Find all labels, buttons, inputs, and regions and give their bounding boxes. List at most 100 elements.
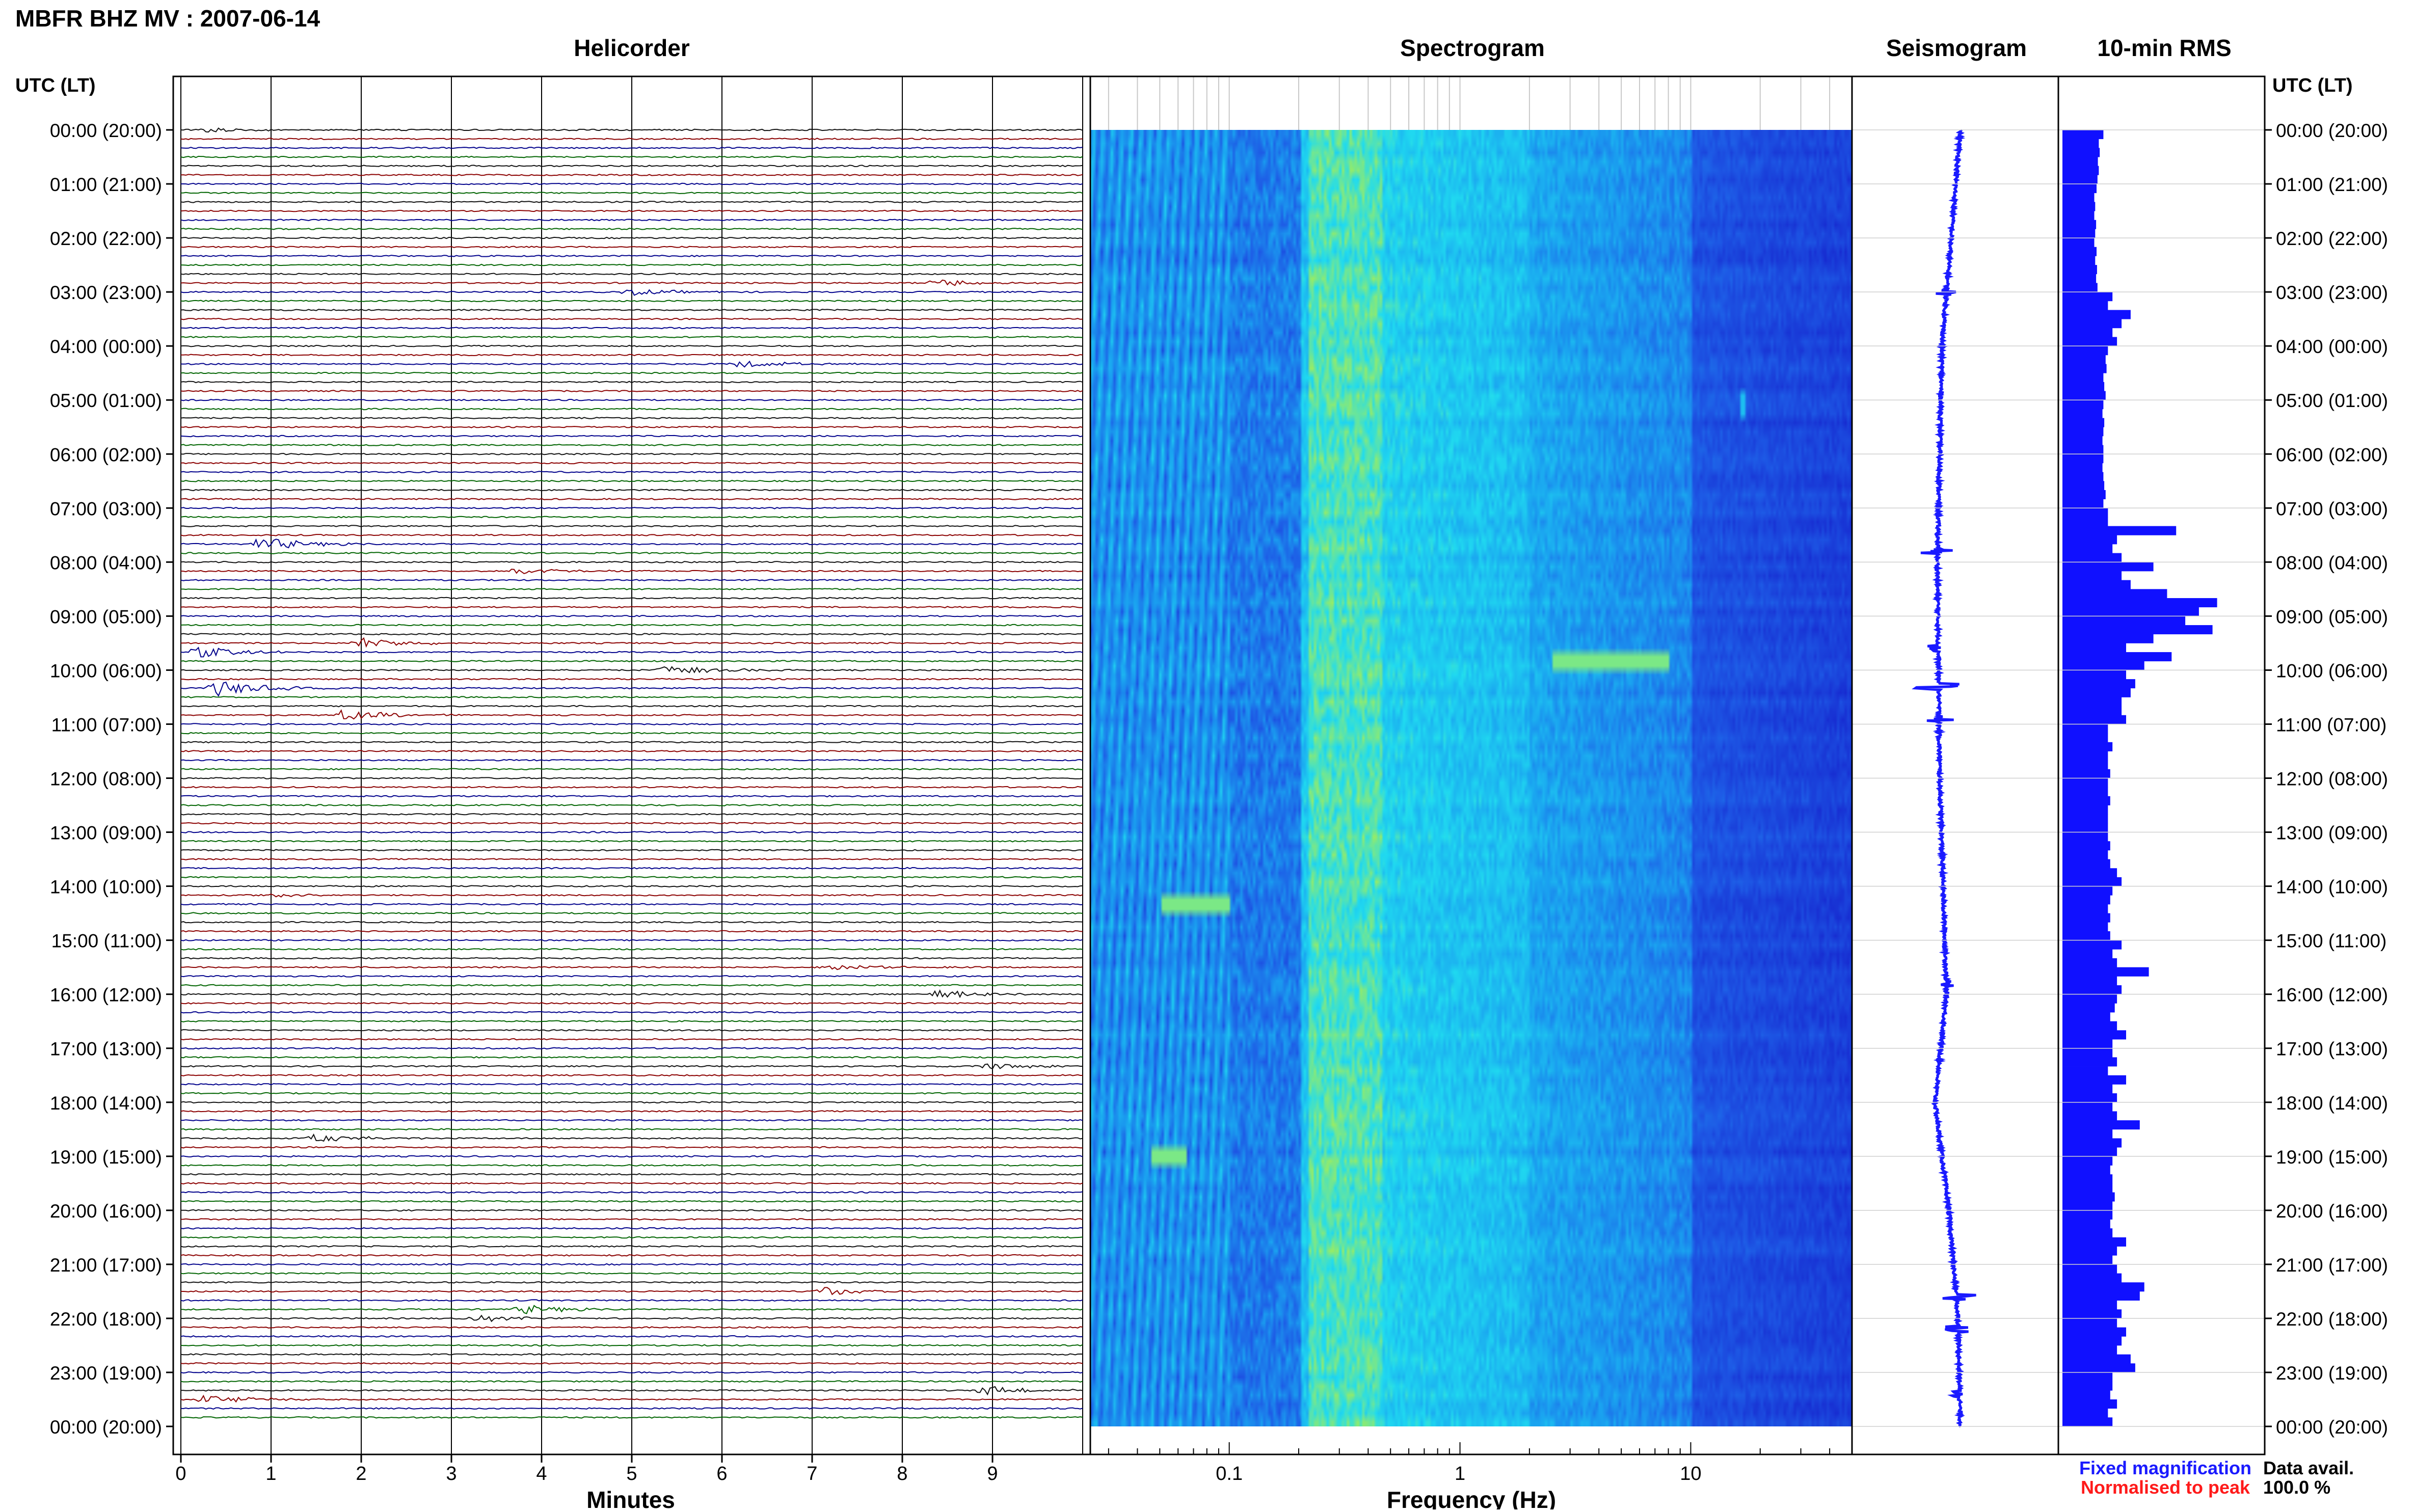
rms-bar	[2062, 589, 2167, 599]
helicorder-trace	[180, 1281, 1083, 1284]
helicorder-trace	[180, 894, 1083, 898]
rms-bar	[2062, 1309, 2122, 1319]
rms-bar	[2062, 373, 2104, 383]
left-hour-label: 21:00 (17:00)	[50, 1255, 162, 1276]
helicorder-trace	[180, 965, 1083, 970]
rms-bar	[2062, 814, 2108, 824]
rms-bar	[2062, 1264, 2117, 1274]
seismogram-panel	[1852, 129, 2058, 1427]
rms-bar	[2062, 1408, 2108, 1418]
helicorder-trace	[180, 696, 1083, 698]
left-hour-label: 12:00 (08:00)	[50, 769, 162, 790]
rms-bar	[2062, 1021, 2117, 1031]
rms-bar	[2062, 1237, 2126, 1247]
helicorder-trace	[180, 201, 1083, 203]
rms-bar	[2062, 904, 2108, 913]
helicorder-trace	[180, 174, 1083, 176]
helicorder-trace	[180, 354, 1083, 357]
rms-bar	[2062, 1048, 2113, 1058]
helicorder-trace	[180, 538, 1083, 549]
rms-bar	[2062, 481, 2105, 491]
helicorder-trace	[180, 560, 1083, 563]
helicorder-trace	[180, 228, 1083, 230]
rms-bar	[2062, 301, 2108, 310]
helicorder-trace	[180, 344, 1083, 347]
helicorder-trace	[180, 255, 1083, 257]
helicorder-trace	[180, 1074, 1083, 1077]
rms-bar	[2062, 760, 2108, 770]
rms-bar	[2062, 310, 2131, 319]
rms-bar	[2062, 886, 2113, 896]
helicorder-trace	[180, 138, 1083, 141]
left-hour-label: 05:00 (01:00)	[50, 390, 162, 411]
left-hour-label: 00:00 (20:00)	[50, 120, 162, 141]
rms-bar	[2062, 1147, 2117, 1157]
right-hour-label: 08:00 (04:00)	[2276, 552, 2388, 573]
rms-bar	[2062, 805, 2108, 815]
rms-bar	[2062, 877, 2122, 886]
helicorder-trace	[180, 146, 1083, 149]
rms-bar	[2062, 220, 2097, 229]
helicorder-x-tick-label: 8	[897, 1463, 907, 1484]
data-availability-value: 100.0 %	[2263, 1477, 2330, 1498]
seismogram-title: Seismogram	[1886, 35, 2027, 61]
rms-bar	[2062, 166, 2099, 175]
right-hour-label: 10:00 (06:00)	[2276, 660, 2388, 681]
rms-bar	[2062, 796, 2110, 805]
rms-bar	[2062, 607, 2199, 616]
rms-bar	[2062, 1390, 2110, 1400]
helicorder-trace	[180, 165, 1083, 168]
helicorder-trace	[180, 759, 1083, 762]
helicorder-trace	[180, 1218, 1083, 1221]
rms-bar	[2062, 967, 2149, 977]
helicorder-trace	[180, 1380, 1083, 1383]
page-title: MBFR BHZ MV : 2007-06-14	[15, 5, 320, 32]
rms-bar	[2062, 238, 2095, 248]
helicorder-trace	[180, 1011, 1083, 1014]
helicorder-trace	[180, 741, 1083, 744]
rms-bar	[2062, 1138, 2122, 1148]
rms-bar	[2062, 1075, 2126, 1085]
helicorder-trace	[180, 1254, 1083, 1257]
helicorder-trace	[181, 1047, 1083, 1050]
helicorder-trace	[180, 1344, 1083, 1347]
helicorder-x-tick-label: 7	[807, 1463, 817, 1484]
rms-bar	[2062, 553, 2122, 562]
helicorder-trace	[180, 479, 1083, 482]
rms-bar	[2062, 634, 2154, 643]
helicorder-trace	[180, 948, 1083, 951]
helicorder-trace	[180, 597, 1083, 600]
helicorder-trace	[181, 1119, 1083, 1122]
helicorder-x-axis-label: Minutes	[586, 1487, 675, 1509]
rms-bar	[2062, 625, 2213, 635]
helicorder-trace	[180, 1227, 1083, 1230]
rms-bar	[2062, 850, 2108, 859]
right-hour-label: 12:00 (08:00)	[2276, 769, 2388, 790]
left-hour-label: 19:00 (15:00)	[50, 1147, 162, 1168]
helicorder-x-tick-label: 0	[175, 1463, 186, 1484]
helicorder-trace	[180, 360, 1083, 368]
rms-bar	[2062, 508, 2108, 518]
helicorder-trace	[180, 516, 1083, 519]
rms-bar	[2062, 1246, 2117, 1256]
rms-bar	[2062, 346, 2108, 356]
rms-bar	[2062, 202, 2096, 211]
rms-bar	[2062, 841, 2110, 851]
right-hour-label: 09:00 (05:00)	[2276, 606, 2388, 627]
rms-bar	[2062, 778, 2108, 788]
right-hour-label: 00:00 (20:00)	[2276, 1417, 2388, 1438]
left-hour-label: 02:00 (22:00)	[50, 228, 162, 249]
helicorder-trace	[180, 939, 1083, 942]
rms-bar	[2062, 292, 2113, 302]
rms-bar	[2062, 1363, 2135, 1373]
rms-bar	[2062, 1102, 2113, 1112]
left-hour-label: 11:00 (07:00)	[51, 714, 162, 735]
spectrogram-x-tick-label: 10	[1680, 1463, 1701, 1484]
left-hour-label: 23:00 (19:00)	[50, 1363, 162, 1384]
helicorder-trace	[180, 569, 1083, 575]
helicorder-trace	[180, 1002, 1083, 1005]
panel-frame	[2057, 75, 2266, 1455]
helicorder-trace	[180, 1305, 1083, 1314]
rms-bar	[2062, 724, 2108, 734]
